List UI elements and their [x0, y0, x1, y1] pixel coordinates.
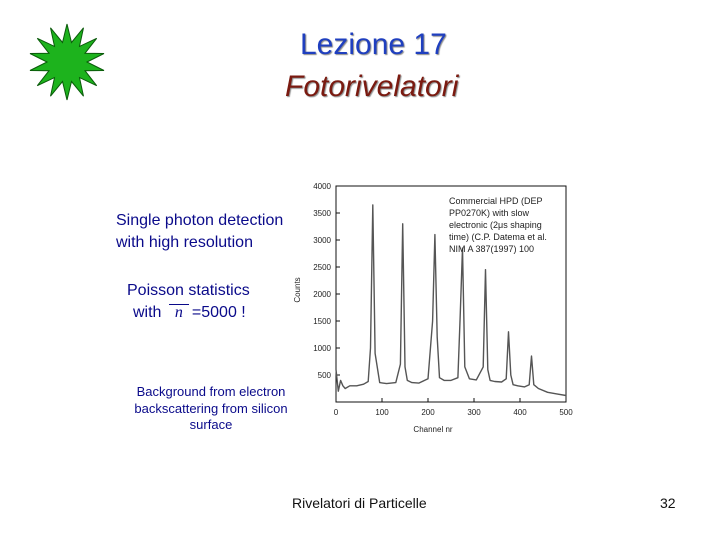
y-tick-label: 4000: [313, 182, 331, 191]
x-tick-label: 0: [334, 408, 339, 417]
y-tick-label: 2500: [313, 263, 331, 272]
n-bar-symbol: n: [168, 302, 190, 324]
y-tick-label: 3500: [313, 209, 331, 218]
spectrum-line: [335, 204, 567, 397]
y-tick-label: 2000: [313, 290, 331, 299]
page-number: 32: [660, 495, 676, 511]
x-axis-label: Channel nr: [413, 425, 452, 434]
detection-text: Single photon detection with high resolu…: [116, 210, 283, 254]
y-tick-label: 1000: [313, 344, 331, 353]
green-starburst-icon: [29, 23, 105, 101]
spectrum-chart: 500 1000 1500 2000 2500 3000 3500 4000 0 100 200 30…: [288, 176, 578, 438]
x-tick-label: 300: [467, 408, 481, 417]
slide-subtitle: Fotorivelatori: [285, 70, 459, 103]
poisson-with: with: [133, 304, 162, 321]
footer-text: Rivelatori di Particelle: [292, 495, 427, 511]
y-tick-label: 3000: [313, 236, 331, 245]
poisson-line-1: Poisson statistics: [127, 282, 250, 299]
detection-line-2: with high resolution: [116, 234, 253, 251]
poisson-line-2: with n =5000 !: [133, 302, 246, 324]
chart-caption: Commercial HPD (DEP PP0270K) with slow e…: [449, 196, 547, 254]
y-axis-label: Counts: [293, 277, 302, 302]
y-tick-label: 500: [318, 371, 332, 380]
y-tick-label: 1500: [313, 317, 331, 326]
detection-line-1: Single photon detection: [116, 212, 284, 229]
x-tick-label: 400: [513, 408, 527, 417]
x-tick-label: 200: [421, 408, 435, 417]
poisson-value: =5000 !: [191, 304, 246, 321]
x-tick-label: 500: [559, 408, 573, 417]
slide-title: Lezione 17: [300, 28, 447, 61]
x-tick-label: 100: [375, 408, 389, 417]
background-note: Background from electron backscattering …: [134, 384, 288, 432]
